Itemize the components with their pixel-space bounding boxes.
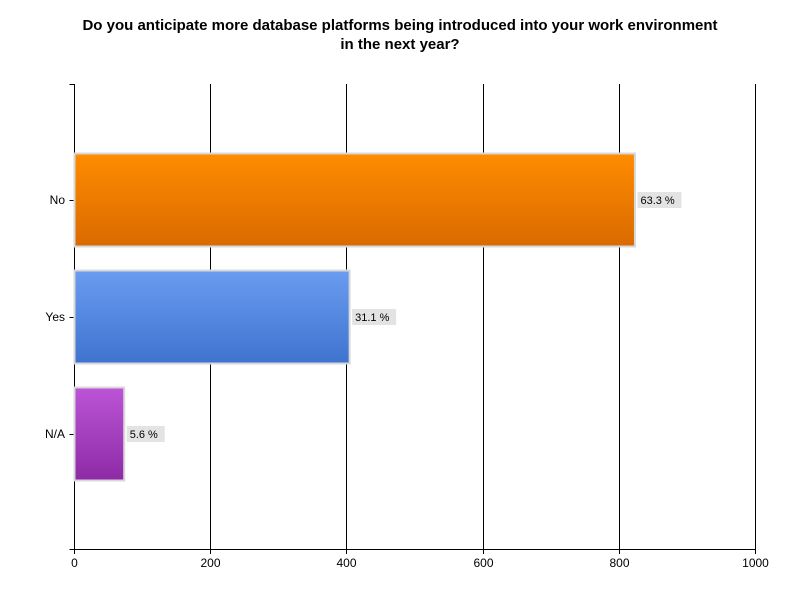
x-tick-label-800: 800 [609,556,629,570]
chart-title: Do you anticipate more database platform… [0,16,800,54]
y-tick-label-na: N/A [45,427,65,441]
x-tick-label-200: 200 [200,556,220,570]
data-label-bg-1 [352,309,397,325]
x-tick-label-600: 600 [473,556,493,570]
bar-no [73,152,636,248]
x-tick-label-0: 0 [71,556,78,570]
x-tick-label-400: 400 [336,556,356,570]
data-label-bg-2 [126,426,165,442]
chart-title-line-1: Do you anticipate more database platform… [82,17,718,34]
data-label-bg-0 [637,192,682,208]
bars [73,152,636,482]
bar-yes [73,269,351,365]
y-tick-label-yes: Yes [45,310,65,324]
y-tick-label-no: No [50,193,66,207]
bar-na [73,386,126,482]
data-label-1: 31.1 % [355,312,389,324]
data-label-2: 5.6 % [130,429,158,441]
data-label-0: 63.3 % [640,195,674,207]
chart-title-line-2: in the next year? [340,36,460,53]
x-tick-label-1000: 1000 [742,556,769,570]
labels: 63.3 % 31.1 % 5.6 % [126,192,682,442]
